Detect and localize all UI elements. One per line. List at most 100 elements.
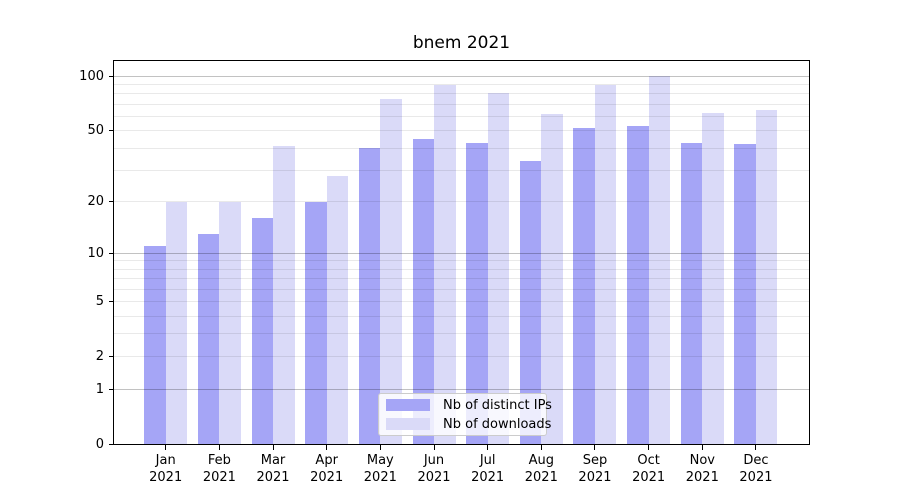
x-tick-month: Oct: [637, 453, 660, 468]
legend: Nb of distinct IPs Nb of downloads: [378, 393, 552, 436]
x-axis-tick: [433, 445, 435, 450]
x-tick-year: 2021: [149, 470, 183, 485]
gridline-minor: [114, 130, 810, 132]
x-tick-label: Oct 2021: [619, 452, 679, 486]
gridline-major: [114, 388, 810, 390]
y-tick-label: 2: [95, 349, 104, 365]
legend-item: Nb of distinct IPs: [386, 396, 552, 414]
x-tick-label: Jan 2021: [136, 452, 196, 486]
x-tick-year: 2021: [524, 470, 558, 485]
legend-label: Nb of distinct IPs: [443, 397, 552, 413]
x-axis-tick: [272, 445, 274, 450]
legend-swatch-distinct-ips: [386, 399, 430, 411]
x-tick-label: Mar 2021: [243, 452, 303, 486]
x-tick-year: 2021: [685, 470, 719, 485]
x-tick-year: 2021: [578, 470, 612, 485]
x-tick-month: Apr: [315, 453, 338, 468]
x-axis-tick: [594, 445, 596, 450]
bar-distinct-ips-dec: [734, 144, 756, 445]
x-tick-year: 2021: [310, 470, 344, 485]
x-axis-tick: [379, 445, 381, 450]
gridline-minor: [114, 333, 810, 335]
x-tick-month: Jul: [479, 453, 496, 468]
bar-distinct-ips-oct: [627, 126, 649, 445]
y-tick-label: 1: [95, 381, 104, 397]
bar-downloads-jul: [487, 92, 510, 445]
bar-downloads-may: [380, 98, 402, 445]
bar-distinct-ips-feb: [197, 233, 220, 445]
gridline-minor: [114, 115, 810, 117]
y-axis-tick: [108, 200, 114, 202]
bar-downloads-oct: [648, 76, 671, 445]
x-tick-label: Dec 2021: [726, 452, 786, 486]
legend-item: Nb of downloads: [386, 415, 551, 433]
gridline-minor: [114, 147, 810, 149]
x-tick-year: 2021: [256, 470, 290, 485]
bar-distinct-ips-aug: [519, 160, 542, 445]
gridline-minor: [114, 169, 810, 171]
legend-label: Nb of downloads: [443, 416, 552, 432]
y-tick-label: 50: [87, 123, 104, 139]
gridline-minor: [114, 315, 810, 317]
y-axis-tick: [108, 388, 114, 390]
gridline-minor: [114, 278, 810, 280]
y-axis-tick: [108, 443, 114, 445]
y-axis-tick: [108, 356, 114, 358]
y-axis-tick: [108, 252, 114, 254]
y-tick-label: 0: [95, 437, 104, 452]
x-tick-label: Jul 2021: [458, 452, 518, 486]
bar-distinct-ips-apr: [305, 201, 327, 445]
x-tick-month: Jan: [155, 453, 176, 468]
x-tick-month: Feb: [207, 453, 231, 468]
bar-distinct-ips-jan: [144, 246, 166, 445]
y-axis-tick: [108, 300, 114, 302]
y-tick-label: 5: [95, 294, 104, 310]
x-tick-year: 2021: [632, 470, 666, 485]
gridline-minor: [114, 201, 810, 203]
y-axis-tick: [108, 130, 114, 132]
x-tick-month: Jun: [423, 453, 445, 468]
y-tick-label: 20: [87, 194, 104, 210]
bar-downloads-aug: [541, 113, 563, 445]
gridline-minor: [114, 288, 810, 290]
x-tick-month: Sep: [582, 453, 608, 468]
x-axis-tick: [218, 445, 220, 450]
gridline-minor: [114, 356, 810, 358]
bar-distinct-ips-sep: [573, 127, 595, 445]
x-tick-year: 2021: [471, 470, 505, 485]
gridline-minor: [114, 103, 810, 105]
bar-distinct-ips-nov: [680, 142, 703, 445]
gridline-minor: [114, 84, 810, 86]
x-tick-year: 2021: [417, 470, 451, 485]
x-axis-tick: [165, 445, 167, 450]
x-tick-year: 2021: [363, 470, 397, 485]
legend-swatch-downloads: [386, 418, 430, 430]
x-tick-month: Dec: [743, 453, 769, 468]
x-axis-tick: [487, 445, 489, 450]
gridline-minor: [114, 268, 810, 270]
x-tick-month: Nov: [689, 453, 715, 468]
bar-downloads-jan: [165, 201, 188, 445]
gridline-minor: [114, 260, 810, 262]
gridline-minor: [114, 301, 810, 303]
bar-distinct-ips-jul: [466, 142, 488, 445]
x-tick-month: Aug: [528, 453, 554, 468]
x-axis-tick: [540, 445, 542, 450]
bar-downloads-apr: [326, 175, 349, 445]
gridline-major: [114, 252, 810, 254]
y-tick-label: 10: [87, 245, 104, 261]
x-tick-year: 2021: [739, 470, 773, 485]
x-tick-label: Aug 2021: [511, 452, 571, 486]
gridline-minor: [114, 93, 810, 95]
x-tick-label: Jun 2021: [404, 452, 464, 486]
gridline-major: [114, 75, 810, 77]
x-axis-tick: [648, 445, 650, 450]
bar-distinct-ips-mar: [251, 218, 274, 445]
x-tick-month: Mar: [260, 453, 286, 468]
x-tick-label: Sep 2021: [565, 452, 625, 486]
y-axis-tick: [108, 75, 114, 77]
bar-downloads-nov: [702, 112, 724, 445]
y-tick-label: 100: [79, 68, 104, 84]
x-tick-label: Apr 2021: [297, 452, 357, 486]
